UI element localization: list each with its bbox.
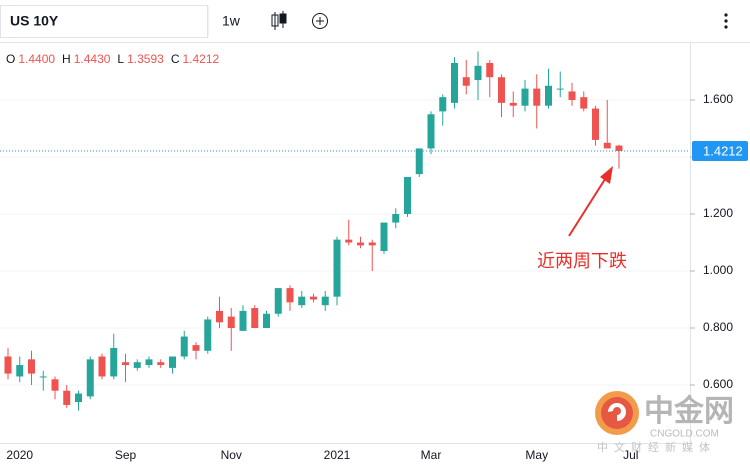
add-icon[interactable] bbox=[312, 13, 328, 29]
symbol-box[interactable] bbox=[0, 5, 208, 38]
ohlc-key: L bbox=[117, 52, 124, 66]
candle-body bbox=[216, 310, 223, 323]
y-tick-label: 1.600 bbox=[703, 92, 733, 106]
candle-body bbox=[75, 393, 82, 403]
candle-body bbox=[321, 296, 329, 306]
candle-body bbox=[274, 288, 282, 314]
candle-body bbox=[16, 365, 24, 377]
watermark-site: CNGOLD.COM bbox=[650, 429, 719, 440]
candle-body bbox=[286, 288, 294, 303]
candle-body bbox=[415, 148, 423, 175]
candle-body bbox=[474, 65, 482, 81]
candle-body bbox=[357, 242, 364, 246]
candle-body bbox=[580, 97, 588, 109]
ohlc-value: 1.4400 bbox=[18, 52, 55, 66]
candle-body bbox=[86, 359, 94, 397]
menu-icon[interactable] bbox=[724, 13, 728, 29]
ohlc-key: O bbox=[6, 52, 15, 66]
candle-icon[interactable] bbox=[271, 11, 287, 30]
annotation-arrow bbox=[568, 166, 613, 237]
candle-body bbox=[556, 88, 564, 90]
y-tick-label: 0.800 bbox=[703, 320, 733, 334]
watermark-logo bbox=[595, 391, 639, 435]
watermark-name: 中金网 bbox=[644, 394, 734, 428]
candle-body bbox=[98, 356, 106, 377]
x-tick-label: Mar bbox=[421, 448, 442, 462]
candle-body bbox=[498, 77, 505, 103]
candle-body bbox=[521, 88, 529, 106]
candle-body bbox=[333, 239, 341, 297]
candle-body bbox=[110, 347, 118, 377]
candle-body bbox=[133, 362, 141, 368]
candle-body bbox=[239, 310, 247, 331]
candle-body bbox=[404, 176, 411, 214]
ohlc-value: 1.3593 bbox=[127, 52, 164, 66]
candle-body bbox=[263, 313, 270, 328]
candle-body bbox=[63, 390, 71, 405]
candle-body bbox=[345, 239, 353, 243]
x-tick-label: Sep bbox=[115, 448, 137, 462]
candle-body bbox=[568, 91, 576, 100]
x-tick-label: Nov bbox=[221, 448, 242, 462]
last-price-box bbox=[692, 140, 748, 161]
candle-body bbox=[145, 359, 153, 366]
candle-body bbox=[4, 356, 12, 374]
candle-body bbox=[392, 214, 400, 223]
ohlc-key: C bbox=[171, 52, 180, 66]
candle-body bbox=[615, 145, 623, 151]
x-tick-label: May bbox=[525, 448, 548, 462]
ohlc-value: 1.4430 bbox=[74, 52, 111, 66]
x-tick-label: 2021 bbox=[324, 448, 351, 462]
candle-body bbox=[592, 108, 599, 140]
candle-body bbox=[51, 379, 59, 391]
candle-body bbox=[439, 97, 447, 112]
candle-body bbox=[427, 114, 435, 149]
symbol[interactable]: US 10Y bbox=[10, 13, 59, 29]
candle-body bbox=[603, 142, 611, 149]
candle-body bbox=[451, 62, 458, 103]
y-tick-label: 1.000 bbox=[703, 263, 733, 277]
watermark-tagline: 中文财经新媒体 bbox=[597, 440, 716, 454]
y-tick-label: 0.600 bbox=[703, 377, 733, 391]
candle-body bbox=[227, 316, 235, 328]
candle-body bbox=[298, 296, 306, 306]
interval[interactable]: 1w bbox=[222, 13, 241, 29]
candle-body bbox=[122, 362, 129, 366]
candle-body bbox=[192, 345, 200, 351]
candle-body bbox=[533, 88, 541, 106]
candle-body bbox=[28, 359, 35, 374]
ohlc-value: 1.4212 bbox=[182, 52, 219, 66]
candle-body bbox=[169, 356, 176, 368]
last-price-label: 1.4212 bbox=[703, 143, 743, 158]
candle-body bbox=[204, 319, 212, 351]
candle-body bbox=[251, 308, 259, 328]
x-tick-label: Jul bbox=[623, 448, 638, 462]
candle-body bbox=[380, 222, 388, 252]
candle-body bbox=[157, 362, 165, 366]
candle-body bbox=[180, 336, 188, 357]
candle-body bbox=[368, 242, 376, 246]
candle-body bbox=[310, 296, 317, 300]
ohlc-key: H bbox=[62, 52, 71, 66]
candle-body bbox=[545, 85, 552, 106]
y-tick-label: 1.200 bbox=[703, 206, 733, 220]
candle-body bbox=[39, 376, 47, 378]
annotation: 近两周下跌 bbox=[537, 251, 627, 271]
candle-body bbox=[509, 102, 517, 106]
candle-body bbox=[486, 62, 494, 78]
x-tick-label: 2020 bbox=[6, 448, 33, 462]
candle-body bbox=[462, 77, 470, 86]
